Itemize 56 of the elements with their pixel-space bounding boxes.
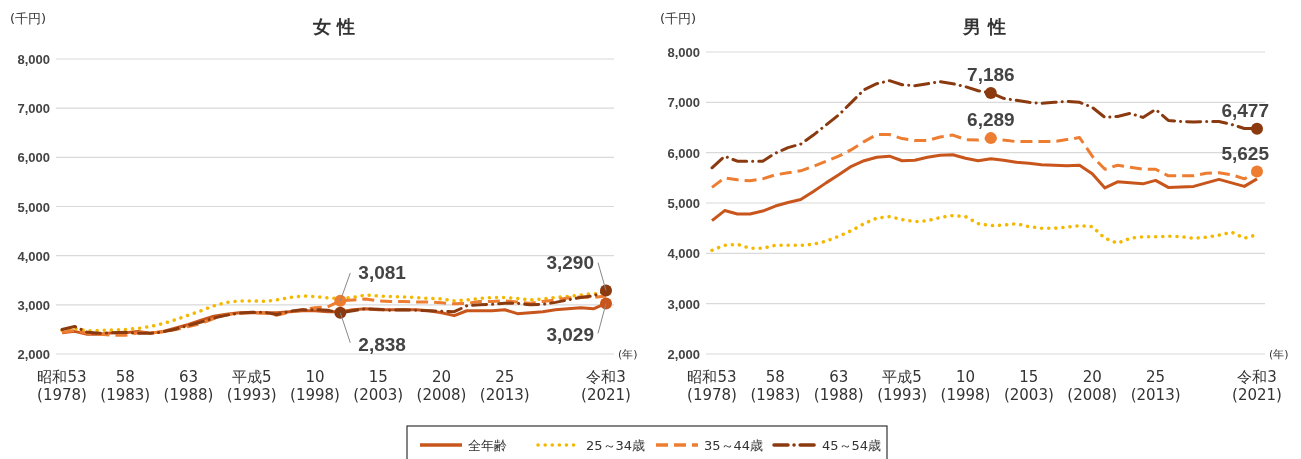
annotation: 3,029 — [546, 324, 594, 346]
y-tick-label: 3,000 — [667, 296, 700, 312]
point — [1251, 165, 1263, 178]
x-tick-label: 10 (1998) — [290, 368, 340, 404]
annotation: 6,477 — [1221, 99, 1269, 121]
x-axis-title: (年) — [1269, 348, 1289, 361]
y-tick-label: 8,000 — [667, 45, 700, 60]
x-tick-label: 20 (2008) — [416, 368, 467, 404]
point — [984, 86, 997, 99]
x-tick-label: 平成5 (1993) — [877, 368, 928, 404]
x-tick-label: 58 (1983) — [100, 368, 151, 404]
chart-title: 男 性 — [962, 16, 1006, 37]
x-tick-label: 昭和53 (1978) — [687, 368, 737, 404]
legend-label: 35～44歳 — [704, 438, 764, 453]
y-axis-title: (千円) — [660, 11, 697, 26]
x-tick-label: 令和3 (2021) — [1232, 368, 1282, 404]
annotation: 5,625 — [1221, 142, 1270, 164]
x-tick-label: 平成5 (1993) — [226, 368, 277, 404]
y-tick-label: 5,000 — [667, 196, 700, 211]
y-tick-label: 3,000 — [17, 297, 50, 313]
annotation: 3,290 — [546, 251, 594, 273]
x-tick-label: 15 (2003) — [353, 368, 404, 404]
x-tick-label: 令和3 (2021) — [581, 368, 631, 404]
legend-label: 45～54歳 — [822, 438, 882, 453]
x-tick-label: 10 (1998) — [940, 368, 991, 404]
x-tick-label: 63 (1988) — [163, 368, 214, 404]
legend-label: 25～34歳 — [586, 438, 646, 453]
point — [334, 306, 347, 319]
point — [334, 294, 347, 307]
x-tick-label: 昭和53 (1978) — [37, 368, 87, 404]
point — [1251, 122, 1263, 135]
y-tick-label: 2,000 — [667, 347, 700, 362]
x-tick-label: 25 (2013) — [479, 368, 530, 404]
chart-title: 女 性 — [311, 16, 356, 37]
x-tick-label: 20 (2008) — [1067, 368, 1118, 404]
x-tick-label: 15 (2003) — [1003, 368, 1054, 404]
annotation: 7,186 — [967, 63, 1015, 85]
annotation: 2,838 — [358, 333, 406, 355]
y-tick-label: 7,000 — [17, 101, 50, 117]
y-tick-label: 4,000 — [17, 248, 50, 264]
y-tick-label: 6,000 — [667, 145, 700, 161]
y-tick-label: 8,000 — [17, 52, 50, 67]
x-tick-label: 63 (1988) — [813, 368, 864, 404]
point — [984, 132, 997, 145]
y-tick-label: 5,000 — [17, 199, 50, 215]
y-tick-label: 4,000 — [667, 246, 700, 262]
y-axis-title: (千円) — [10, 11, 47, 26]
legend-label: 全年齢 — [468, 438, 507, 453]
y-tick-label: 7,000 — [667, 95, 700, 111]
x-axis-title: (年) — [618, 348, 638, 361]
x-tick-label: 25 (2013) — [1130, 368, 1181, 404]
y-tick-label: 6,000 — [17, 150, 50, 166]
y-tick-label: 2,000 — [17, 347, 50, 362]
annotation: 6,289 — [967, 109, 1015, 131]
x-tick-label: 58 (1983) — [750, 368, 801, 404]
annotation: 3,081 — [358, 261, 407, 283]
